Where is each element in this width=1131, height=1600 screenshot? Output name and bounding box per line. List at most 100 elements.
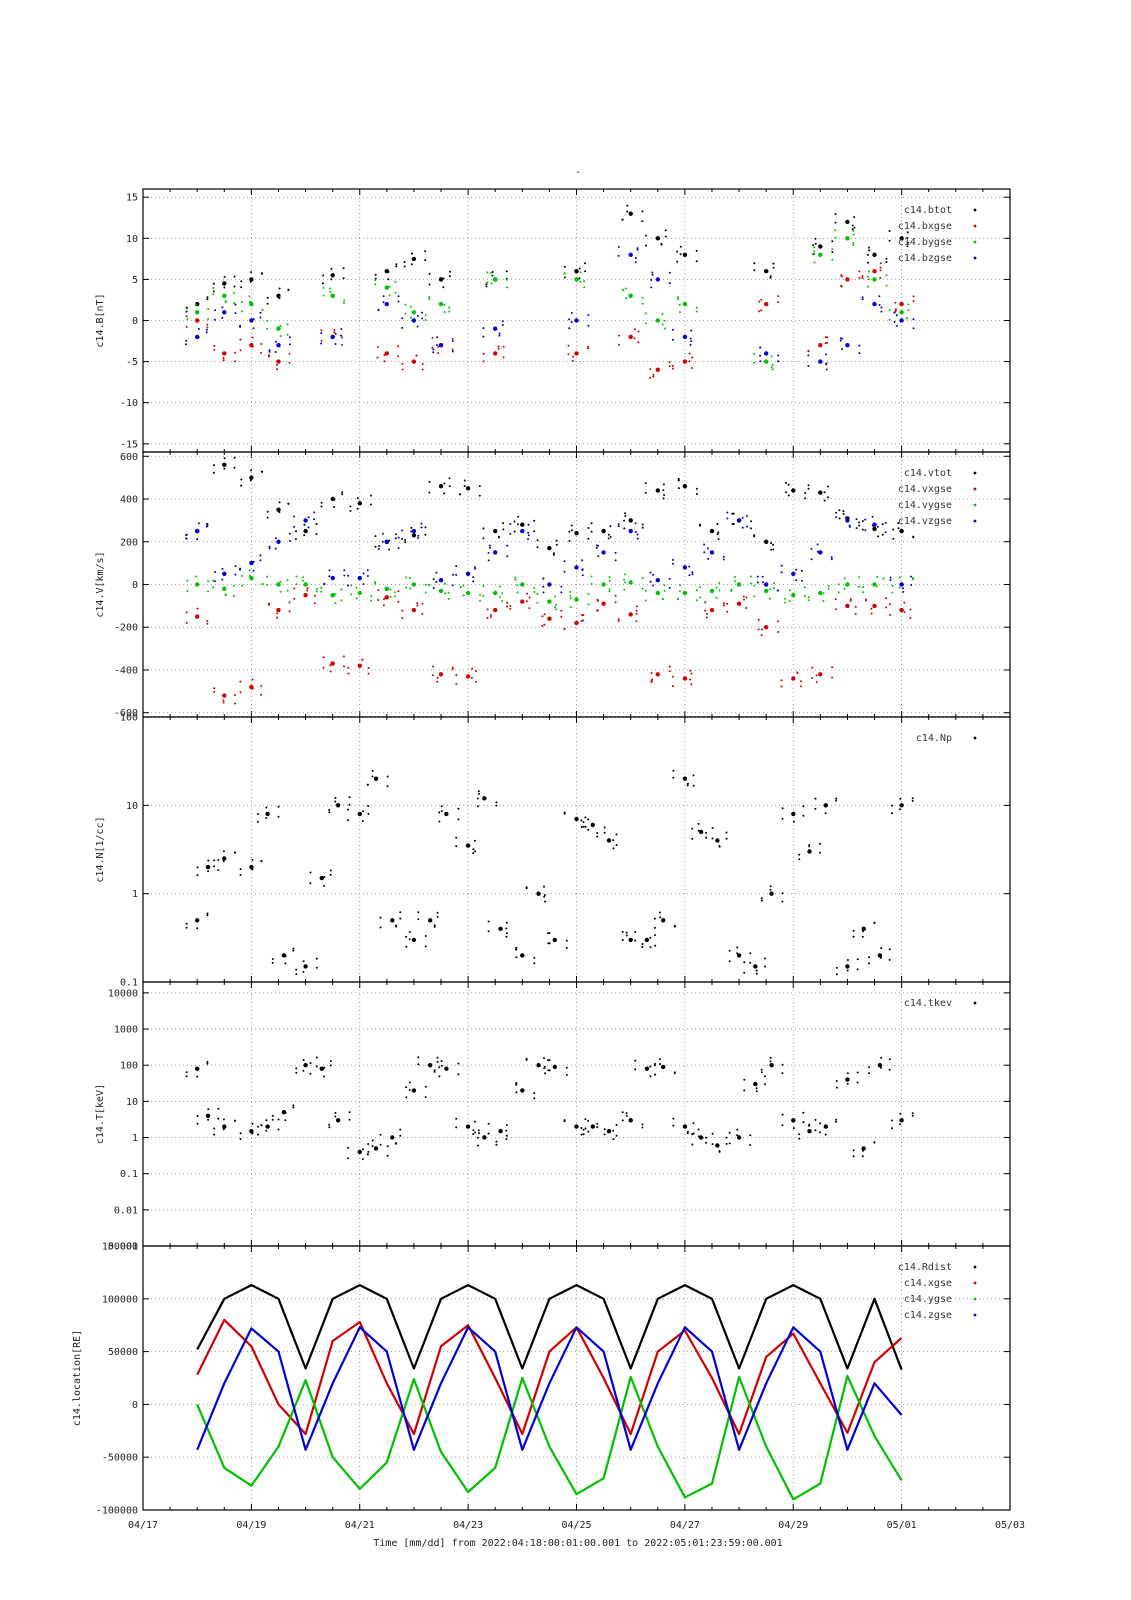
data-point (417, 918, 420, 921)
data-point (597, 555, 600, 558)
data-point (278, 297, 281, 300)
data-point (781, 1124, 784, 1127)
data-point (222, 1128, 225, 1131)
series-v-0 (185, 456, 915, 556)
data-point (757, 618, 760, 621)
data-point (212, 586, 215, 589)
data-point (845, 964, 850, 969)
data-point (819, 1131, 821, 1134)
data-point (479, 594, 481, 597)
data-point (394, 1142, 397, 1145)
data-point (615, 1134, 618, 1137)
y-tick-label: 200 (120, 537, 138, 548)
data-point (574, 269, 579, 274)
data-point (899, 301, 904, 307)
data-point (574, 816, 579, 822)
data-point (813, 252, 816, 255)
data-point (399, 917, 402, 920)
data-point (736, 1135, 742, 1140)
data-point (760, 634, 763, 637)
data-point (725, 1136, 728, 1139)
data-point (397, 295, 400, 298)
data-point (717, 538, 720, 541)
data-point (438, 484, 444, 489)
data-point (292, 1104, 295, 1107)
data-point (205, 523, 208, 525)
data-point (827, 496, 829, 499)
data-point (251, 1132, 254, 1135)
data-point (294, 538, 297, 540)
data-point (560, 609, 563, 612)
data-point (431, 674, 434, 677)
data-point (845, 518, 850, 523)
data-point (486, 271, 489, 274)
data-point (804, 492, 807, 494)
data-point (384, 301, 389, 307)
data-point (672, 365, 674, 367)
data-point (185, 621, 188, 624)
data-point (574, 277, 579, 282)
data-point (677, 477, 680, 480)
series-b-1 (185, 262, 915, 379)
data-point (428, 918, 433, 923)
data-point (807, 1129, 812, 1134)
data-point (330, 273, 335, 278)
data-point (568, 539, 571, 542)
data-point (621, 1119, 624, 1122)
data-point (802, 814, 805, 817)
data-point (478, 792, 480, 795)
data-point (382, 301, 385, 304)
data-point (584, 825, 587, 828)
y-tick-label: -600 (114, 708, 138, 719)
legend-marker (973, 240, 977, 244)
data-point (409, 577, 411, 579)
data-point (758, 310, 761, 313)
data-point (628, 252, 633, 257)
data-point (433, 1069, 436, 1072)
data-point (590, 1124, 595, 1129)
data-point (800, 680, 802, 683)
data-point (587, 1119, 590, 1122)
data-point (347, 666, 350, 669)
data-point (295, 968, 298, 971)
data-point (213, 687, 216, 690)
data-point (715, 586, 718, 589)
data-point (548, 932, 551, 935)
data-point (861, 296, 864, 299)
data-point (760, 628, 763, 631)
data-point (320, 332, 323, 334)
data-point (498, 1129, 503, 1134)
data-point (760, 1068, 763, 1071)
data-point (641, 1123, 644, 1126)
data-point (455, 573, 458, 576)
data-point (438, 588, 444, 594)
series-t-0 (185, 1056, 914, 1161)
data-point (852, 1155, 855, 1158)
data-point (401, 317, 404, 320)
data-point (590, 522, 593, 525)
data-point (348, 796, 351, 799)
data-point (793, 1118, 796, 1121)
data-point (798, 853, 801, 856)
data-point (505, 270, 508, 273)
data-point (316, 588, 318, 590)
data-point (307, 516, 310, 519)
data-point (706, 547, 709, 550)
data-point (814, 242, 817, 245)
data-point (381, 532, 384, 535)
data-point (868, 1066, 871, 1069)
data-point (826, 485, 829, 488)
data-point (644, 1066, 650, 1071)
data-point (448, 310, 451, 313)
data-point (907, 309, 910, 312)
data-point (625, 287, 627, 290)
data-point (232, 584, 235, 587)
data-point (757, 628, 760, 631)
series-line (196, 1374, 903, 1501)
data-point (367, 812, 370, 815)
data-point (386, 785, 389, 788)
data-point (760, 899, 763, 902)
data-point (658, 1058, 661, 1061)
data-point (185, 611, 188, 614)
data-point (384, 539, 389, 544)
